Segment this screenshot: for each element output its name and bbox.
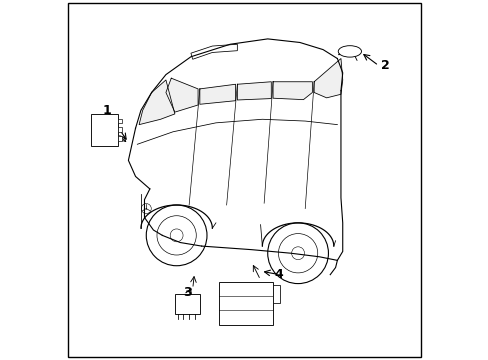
Text: 2: 2: [381, 59, 389, 72]
Polygon shape: [313, 59, 342, 98]
Bar: [175, 294, 200, 314]
Polygon shape: [237, 82, 271, 100]
Text: 1: 1: [102, 104, 111, 117]
Bar: [91, 114, 118, 146]
Text: 4: 4: [273, 268, 282, 281]
Ellipse shape: [338, 46, 361, 57]
Polygon shape: [165, 78, 198, 112]
Bar: [219, 282, 272, 325]
Bar: [118, 127, 122, 132]
Polygon shape: [272, 82, 312, 100]
Bar: [118, 118, 122, 123]
Polygon shape: [200, 84, 235, 104]
Bar: [118, 136, 122, 141]
Bar: [272, 285, 280, 303]
Text: 3: 3: [183, 286, 191, 299]
Polygon shape: [139, 80, 175, 125]
